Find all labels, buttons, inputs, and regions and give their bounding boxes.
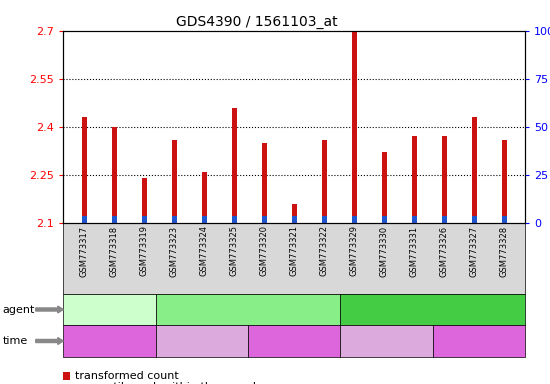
Text: 6 hrs: 6 hrs — [373, 336, 400, 346]
Bar — [472, 117, 476, 223]
Text: 6 hrs: 6 hrs — [188, 336, 216, 346]
Bar — [502, 216, 507, 223]
Bar — [262, 143, 267, 223]
Bar — [202, 216, 206, 223]
Bar — [352, 216, 356, 223]
Bar — [292, 204, 296, 223]
Text: interferon-α: interferon-α — [214, 305, 282, 314]
Bar — [412, 216, 416, 223]
Bar — [442, 136, 447, 223]
Bar — [292, 216, 296, 223]
Text: interleukin 28B: interleukin 28B — [390, 305, 476, 314]
Text: control: control — [90, 336, 129, 346]
Bar — [412, 136, 416, 223]
Bar — [172, 216, 177, 223]
Bar — [142, 178, 146, 223]
Bar — [202, 172, 206, 223]
Text: 24 hrs: 24 hrs — [461, 336, 497, 346]
Text: transformed count: transformed count — [75, 371, 179, 381]
Bar — [232, 216, 236, 223]
Text: percentile rank within the sample: percentile rank within the sample — [75, 382, 263, 384]
Bar — [142, 216, 146, 223]
Bar — [82, 216, 86, 223]
Bar — [352, 31, 356, 223]
Text: time: time — [3, 336, 28, 346]
Bar — [82, 117, 86, 223]
Bar — [382, 216, 387, 223]
Text: untreated: untreated — [82, 305, 137, 314]
Bar — [472, 216, 476, 223]
Bar — [232, 108, 236, 223]
Bar — [112, 127, 117, 223]
Bar — [322, 139, 327, 223]
Bar — [502, 139, 507, 223]
Bar — [262, 216, 267, 223]
Text: 24 hrs: 24 hrs — [277, 336, 312, 346]
Bar — [172, 139, 177, 223]
Bar — [442, 216, 447, 223]
Bar — [382, 152, 387, 223]
Text: agent: agent — [3, 305, 35, 314]
Bar — [322, 216, 327, 223]
Text: GDS4390 / 1561103_at: GDS4390 / 1561103_at — [177, 15, 338, 29]
Bar — [112, 216, 117, 223]
